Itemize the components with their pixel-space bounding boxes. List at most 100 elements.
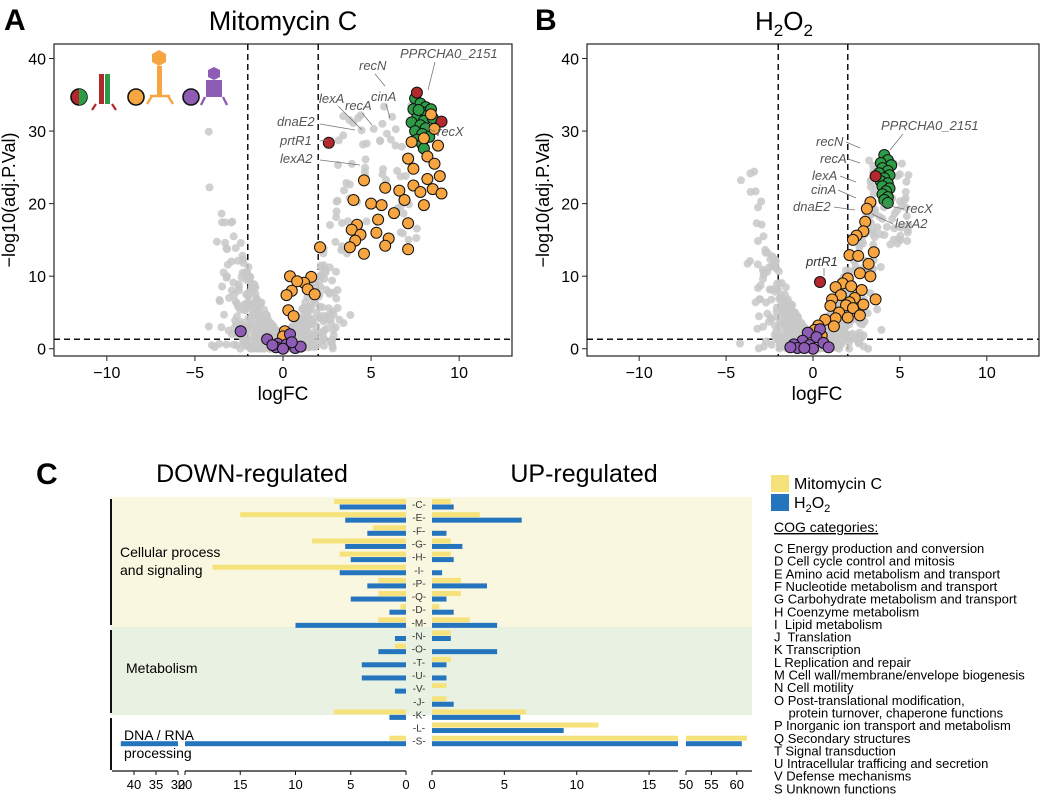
- cog-line: Q Secondary structures: [774, 731, 911, 746]
- point-orange: [358, 247, 370, 260]
- bar-up-h2o2-L: [432, 728, 564, 734]
- bar-up-h2o2-Q: [432, 596, 447, 602]
- background-gene-point: [754, 203, 762, 212]
- bar-up-h2o2-S: [432, 741, 678, 747]
- gene-label-prtr1-b: prtR1: [805, 254, 838, 269]
- background-gene-point: [755, 312, 763, 321]
- tick-label-down: 10: [288, 777, 302, 792]
- panel-b-gene-labels: PPRCHA0_2151 recN recA lexA cinA dnaE2 r…: [793, 118, 979, 269]
- bar-down-mitomycin-P: [378, 577, 406, 583]
- category-label-I: -I-: [414, 566, 423, 577]
- background-gene-point: [236, 305, 245, 314]
- background-gene-point: [333, 304, 342, 312]
- legend: Mitomycin C H2O2 COG categories: C Energ…: [771, 475, 1025, 796]
- x-tick-label: 10: [450, 365, 468, 382]
- bar-down-mitomycin-S: [389, 735, 406, 741]
- background-gene-point: [775, 320, 784, 329]
- background-gene-point: [770, 330, 779, 339]
- panel-a-title: Mitomycin C: [209, 6, 358, 36]
- point-orange: [402, 243, 415, 256]
- bg-cellular-process: [111, 497, 752, 627]
- bar-down-h2o2-F: [367, 530, 406, 536]
- background-gene-point: [751, 298, 760, 307]
- y-tick-label: 20: [561, 197, 579, 214]
- series-purple: [234, 325, 307, 355]
- background-gene-point: [204, 322, 213, 331]
- panel-b-title: H2O2: [755, 6, 813, 40]
- background-gene-point: [764, 263, 773, 272]
- cog-line: C Energy production and conversion: [774, 541, 984, 556]
- background-gene-point: [391, 125, 400, 134]
- category-label-C: -C-: [412, 500, 426, 511]
- background-gene-point: [877, 325, 886, 334]
- bar-down-mitomycin-I: [212, 564, 406, 570]
- background-gene-point: [305, 307, 314, 316]
- point-green: [412, 104, 425, 116]
- tick-label-down: 15: [233, 777, 247, 792]
- series-purple: [784, 323, 835, 355]
- background-gene-point: [361, 155, 370, 164]
- background-gene-point: [332, 294, 341, 303]
- background-gene-point: [754, 344, 763, 353]
- background-gene-point: [217, 323, 226, 332]
- panel-c-letter: C: [36, 458, 58, 491]
- x-tick-label: 0: [279, 365, 288, 382]
- panel-b-xlabel: logFC: [792, 384, 843, 405]
- tick-label-up: 0: [428, 777, 435, 792]
- gene-label-reca: recA: [345, 98, 372, 113]
- bar-up-h2o2-M: [432, 622, 498, 628]
- point-purple: [234, 325, 247, 338]
- background-gene-point: [900, 196, 909, 205]
- cog-line: N Cell motility: [774, 680, 854, 695]
- bar-down-mitomycin-C: [334, 499, 406, 504]
- bar-up-h2o2-F: [432, 530, 447, 536]
- background-gene-point: [218, 282, 227, 291]
- background-gene-point: [315, 302, 324, 311]
- bar-down-h2o2-Q: [350, 596, 406, 602]
- point-orange: [869, 293, 882, 306]
- gene-label-lexa2: lexA2: [280, 151, 313, 166]
- background-gene-point: [321, 266, 330, 275]
- background-gene-point: [776, 338, 784, 347]
- category-label-G: -G-: [412, 539, 426, 550]
- background-gene-point: [332, 197, 341, 206]
- point-orange: [421, 173, 434, 185]
- bar-down-h2o2-E: [345, 517, 406, 523]
- point-orange: [414, 186, 427, 198]
- point-orange: [345, 223, 358, 236]
- background-gene-point: [399, 209, 408, 218]
- background-gene-point: [764, 317, 773, 326]
- panel-a-leader-lines: [319, 61, 436, 166]
- background-gene-point: [227, 218, 236, 227]
- cog-line: L Replication and repair: [774, 655, 911, 670]
- background-gene-point: [746, 257, 754, 266]
- background-gene-point: [793, 311, 802, 320]
- bar-up-h2o2-E: [432, 517, 522, 523]
- point-red: [435, 115, 448, 128]
- background-gene-point: [249, 332, 258, 341]
- point-red: [322, 136, 335, 149]
- cog-line: J Translation: [774, 630, 851, 645]
- cog-line: protein turnover, chaperone functions: [774, 705, 1004, 720]
- bar-up-mitomycin-H: [432, 551, 451, 557]
- background-gene-point: [345, 180, 354, 189]
- background-gene-point: [234, 286, 243, 295]
- cog-line: T Signal transduction: [774, 743, 896, 758]
- cog-line: I Lipid metabolism: [774, 617, 882, 632]
- background-gene-point: [334, 161, 342, 169]
- background-gene-point: [253, 296, 262, 305]
- background-gene-point: [412, 224, 421, 233]
- bar-down-h2o2-S: [120, 741, 178, 747]
- point-orange: [379, 239, 392, 252]
- background-gene-point: [245, 300, 254, 309]
- point-orange: [421, 150, 434, 163]
- background-gene-point: [340, 186, 348, 195]
- background-gene-point: [310, 343, 319, 352]
- background-gene-point: [401, 172, 410, 180]
- background-gene-point: [798, 321, 807, 329]
- background-gene-point: [902, 177, 911, 186]
- background-gene-point: [897, 223, 906, 232]
- phage-orange-icon: [145, 50, 175, 105]
- background-gene-point: [316, 272, 325, 281]
- category-label-L: -L-: [413, 724, 425, 735]
